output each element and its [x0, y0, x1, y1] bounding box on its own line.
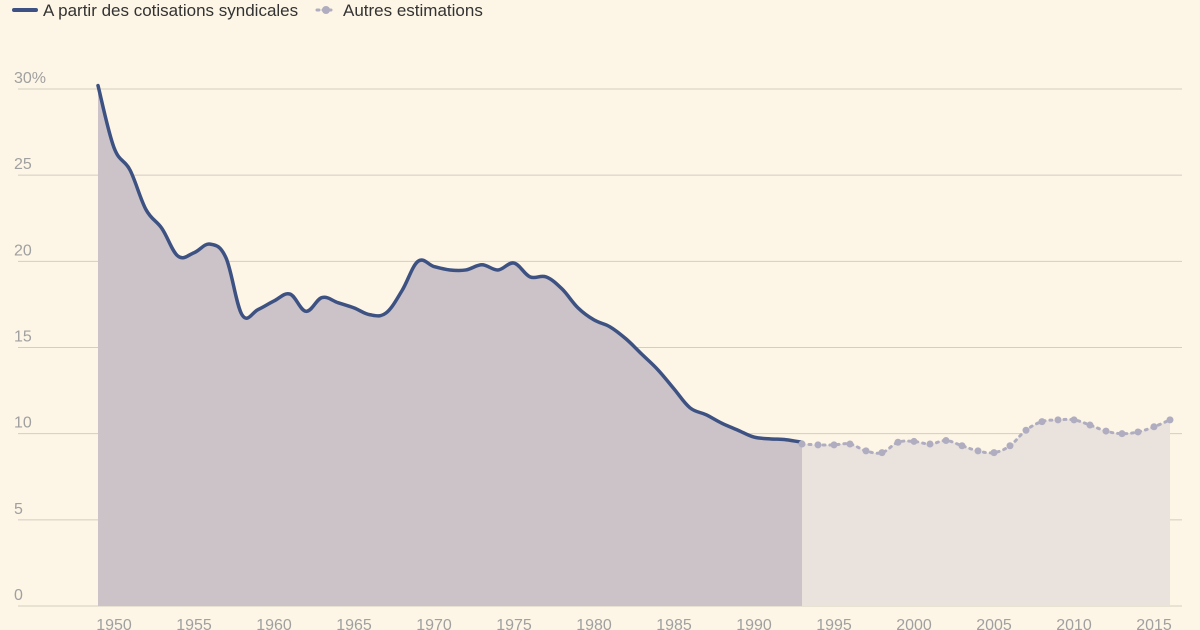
data-point-2013	[1118, 430, 1126, 438]
legend-label-cotisations: A partir des cotisations syndicales	[43, 1, 298, 20]
x-tick-label-1965: 1965	[336, 617, 372, 630]
x-tick-label-2010: 2010	[1056, 617, 1092, 630]
y-tick-label-15: 15	[14, 329, 32, 346]
x-tick-label-1985: 1985	[656, 617, 692, 630]
x-tick-label-1960: 1960	[256, 617, 292, 630]
y-tick-label-10: 10	[14, 415, 32, 432]
legend-item-autres-estimations: Autres estimations	[315, 1, 483, 20]
data-point-2010	[1070, 416, 1078, 424]
data-point-2011	[1086, 421, 1094, 429]
data-point-2008	[1038, 418, 1046, 426]
x-tick-label-2015: 2015	[1136, 617, 1172, 630]
data-point-2001	[926, 440, 934, 448]
data-point-2004	[974, 447, 982, 455]
x-axis-tick-labels: 1950 1955 1960 1965 1970 1975 1980 1985 1990 1995…	[96, 617, 1172, 630]
data-point-2003	[958, 442, 966, 450]
x-tick-label-1990: 1990	[736, 617, 772, 630]
data-point-2014	[1134, 428, 1142, 436]
legend-item-cotisations: A partir des cotisations syndicales	[12, 1, 298, 20]
x-tick-label-1970: 1970	[416, 617, 452, 630]
data-point-1999	[894, 438, 902, 446]
x-tick-label-2000: 2000	[896, 617, 932, 630]
data-point-1996	[846, 440, 854, 448]
data-point-2012	[1102, 427, 1110, 435]
data-point-2015	[1150, 423, 1158, 431]
x-tick-label-1950: 1950	[96, 617, 132, 630]
y-tick-label-30: 30%	[14, 70, 46, 87]
data-point-2016	[1166, 416, 1174, 424]
legend: A partir des cotisations syndicales Autr…	[12, 1, 483, 20]
x-tick-label-1975: 1975	[496, 617, 532, 630]
series-line-cotisations	[96, 83, 804, 445]
y-tick-label-5: 5	[14, 501, 23, 518]
y-tick-label-25: 25	[14, 156, 32, 173]
legend-swatch-dot	[322, 6, 330, 14]
x-tick-label-1980: 1980	[576, 617, 612, 630]
series-lines	[96, 83, 1174, 457]
data-point-1993	[798, 440, 806, 448]
x-tick-label-2005: 2005	[976, 617, 1012, 630]
y-axis-tick-labels: 0 5 10 15 20 25 30%	[14, 70, 46, 604]
data-point-2000	[910, 437, 918, 445]
series-area-1	[98, 85, 802, 606]
legend-label-autres-estimations: Autres estimations	[343, 1, 483, 20]
data-point-2007	[1022, 426, 1030, 434]
area-fills	[98, 85, 1170, 606]
data-point-2009	[1054, 416, 1062, 424]
y-tick-label-20: 20	[14, 242, 32, 259]
data-point-1995	[830, 441, 838, 449]
series-area-2	[802, 419, 1170, 606]
data-point-1994	[814, 441, 822, 449]
data-point-1998	[878, 449, 886, 457]
y-tick-label-0: 0	[14, 587, 23, 604]
data-point-2006	[1006, 442, 1014, 450]
data-point-1997	[862, 447, 870, 455]
x-tick-label-1955: 1955	[176, 617, 212, 630]
data-point-2005	[990, 449, 998, 457]
x-tick-label-1995: 1995	[816, 617, 852, 630]
data-point-2002	[942, 437, 950, 445]
